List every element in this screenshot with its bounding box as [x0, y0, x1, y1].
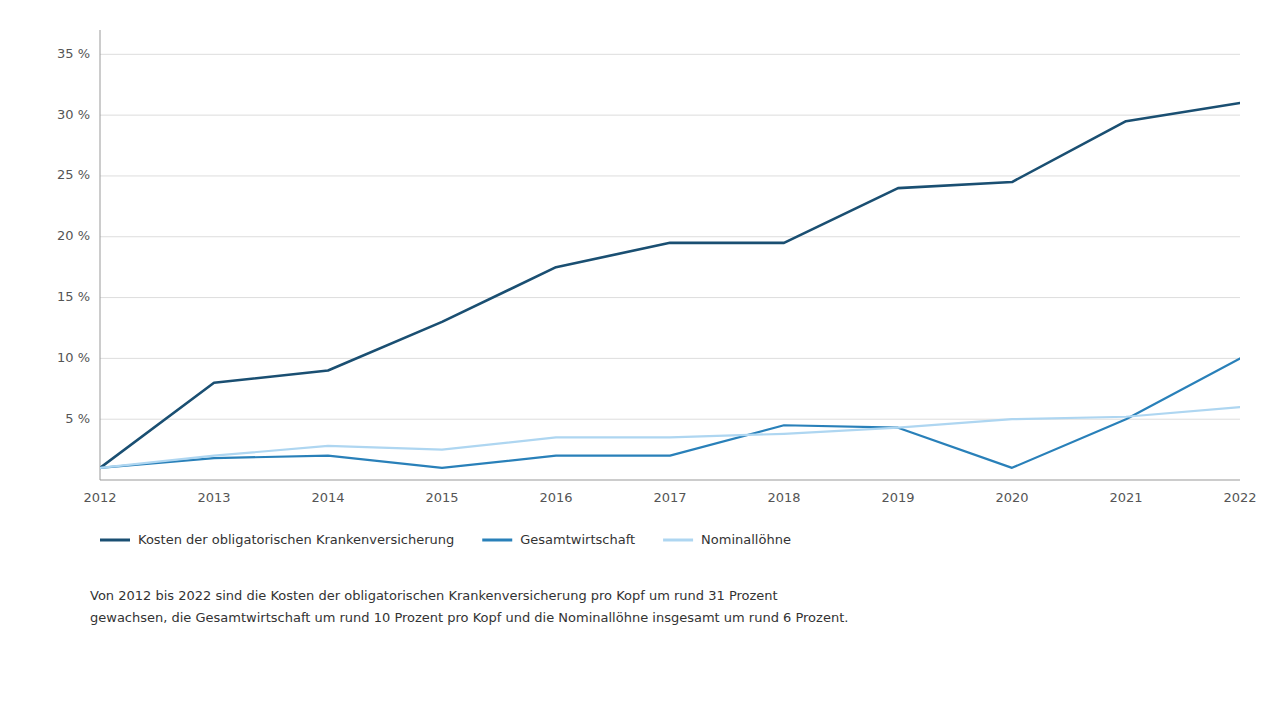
x-tick-label: 2017	[653, 490, 686, 505]
series-line	[100, 103, 1240, 468]
x-axis-line	[100, 480, 1240, 481]
x-tick-label: 2012	[83, 490, 116, 505]
x-tick-label: 2014	[311, 490, 344, 505]
footnote-line: Von 2012 bis 2022 sind die Kosten der ob…	[90, 588, 778, 603]
grid-line	[100, 54, 1240, 55]
legend-label: Kosten der obligatorischen Krankenversic…	[138, 532, 454, 547]
x-tick-label: 2020	[995, 490, 1028, 505]
y-tick-label: 10 %	[57, 350, 90, 365]
legend: Kosten der obligatorischen Krankenversic…	[100, 532, 791, 547]
legend-swatch	[482, 539, 512, 542]
y-tick-label: 20 %	[57, 228, 90, 243]
x-tick-label: 2015	[425, 490, 458, 505]
legend-swatch	[663, 539, 693, 542]
grid	[100, 54, 1240, 419]
x-tick-label: 2022	[1223, 490, 1256, 505]
grid-line	[100, 115, 1240, 116]
y-tick-label: 30 %	[57, 107, 90, 122]
grid-line	[100, 236, 1240, 237]
x-tick-label: 2021	[1109, 490, 1142, 505]
x-tick-label: 2013	[197, 490, 230, 505]
x-tick-label: 2018	[767, 490, 800, 505]
x-tick-labels: 2012 2013 2014 2015 2016 2017 2018 2019 2020 2021…	[83, 490, 1256, 505]
series-lines	[100, 103, 1240, 468]
x-tick-label: 2019	[881, 490, 914, 505]
legend-label: Gesamtwirtschaft	[520, 532, 635, 547]
grid-line	[100, 175, 1240, 176]
footnote-line: gewachsen, die Gesamtwirtschaft um rund …	[90, 610, 848, 625]
footnote: Von 2012 bis 2022 sind die Kosten der ob…	[90, 588, 848, 625]
series-line	[100, 358, 1240, 467]
y-axis-line	[100, 30, 101, 480]
chart: 5 %10 %15 %20 %25 %30 %35 %2012201320142…	[0, 0, 1280, 720]
background	[0, 0, 1280, 720]
legend-label: Nominallöhne	[701, 532, 791, 547]
y-tick-labels: 5 % 10 % 15 % 20 % 25 % 30 % 35 %	[57, 46, 90, 426]
y-tick-label: 35 %	[57, 46, 90, 61]
y-tick-label: 5 %	[65, 411, 90, 426]
y-tick-label: 25 %	[57, 167, 90, 182]
series-line	[100, 407, 1240, 468]
y-tick-label: 15 %	[57, 289, 90, 304]
grid-line	[100, 297, 1240, 298]
legend-swatch	[100, 539, 130, 542]
grid-line	[100, 358, 1240, 359]
x-tick-label: 2016	[539, 490, 572, 505]
